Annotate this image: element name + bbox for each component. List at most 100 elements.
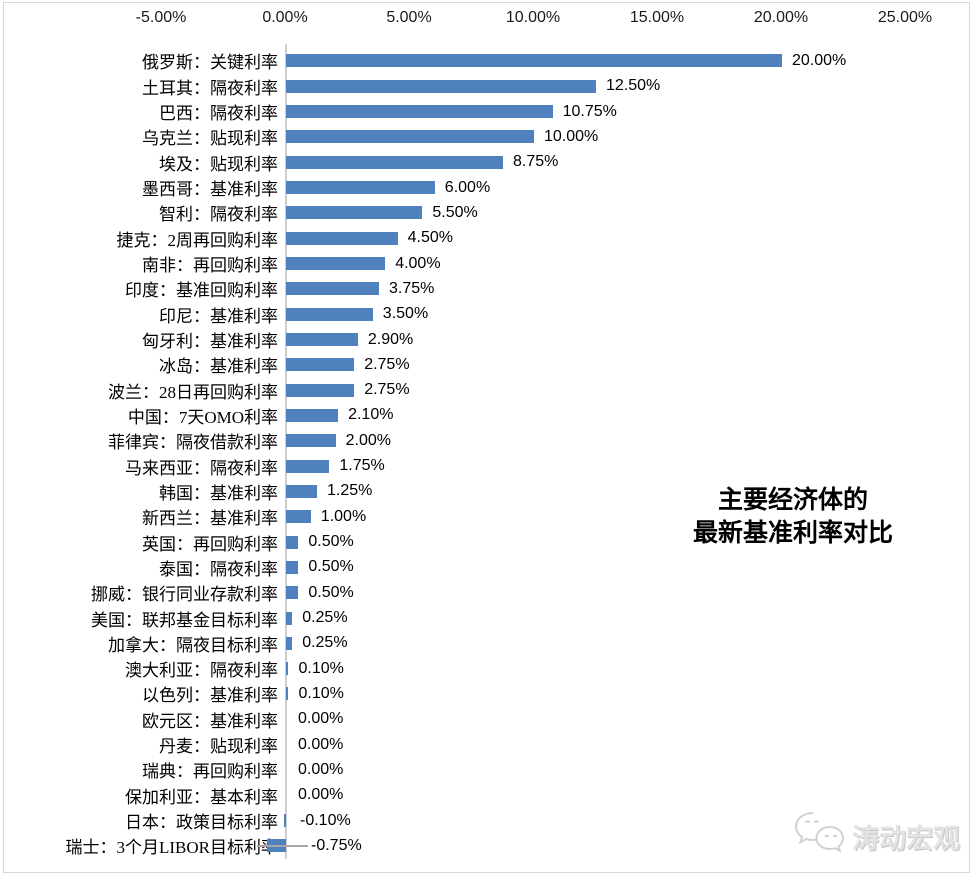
category-label: 瑞士：3个月LIBOR目标利率	[65, 838, 279, 858]
bar-row: 美国：联邦基金目标利率 0.25%	[0, 605, 975, 630]
bar-row: 巴西：隔夜利率 10.75%	[0, 99, 975, 124]
category-label: 挪威：银行同业存款利率	[91, 585, 278, 605]
watermark-text: 涛动宏观	[852, 824, 960, 854]
bar-row: 南非：再回购利率 4.00%	[0, 251, 975, 276]
bar-row: 瑞典：再回购利率 0.00%	[0, 757, 975, 782]
bar-row: 中国：7天OMO利率 2.10%	[0, 403, 975, 428]
rate-bar	[286, 687, 289, 701]
value-label: 0.25%	[302, 609, 348, 627]
category-label: 马来西亚：隔夜利率	[125, 458, 278, 478]
rate-bar	[286, 282, 379, 296]
x-axis-tick: 25.00%	[877, 9, 933, 26]
bar-row: 韩国：基准利率 1.25%	[0, 479, 975, 504]
bar-row: 保加利亚：基本利率 0.00%	[0, 783, 975, 808]
category-label: 埃及：贴现利率	[159, 154, 278, 174]
value-label: 1.00%	[320, 507, 367, 525]
value-label: 0.00%	[298, 710, 344, 728]
category-label: 墨西哥：基准利率	[142, 180, 278, 200]
rate-bar	[286, 130, 534, 144]
rate-bar	[286, 535, 299, 549]
value-label: 1.25%	[327, 482, 373, 500]
rate-bar	[286, 560, 299, 574]
bar-row: 欧元区：基准利率 0.00%	[0, 707, 975, 732]
rate-bar	[286, 586, 299, 600]
value-label: 0.00%	[298, 735, 344, 753]
bar-row: 印度：基准回购利率 3.75%	[0, 276, 975, 301]
rate-bar	[286, 155, 503, 169]
value-label: 2.75%	[364, 355, 410, 373]
value-label: 0.10%	[298, 659, 344, 677]
rate-bar	[286, 358, 355, 372]
category-label: 澳大利亚：隔夜利率	[125, 661, 278, 681]
value-label: 10.00%	[544, 127, 599, 145]
label-leader-line	[257, 844, 308, 847]
bar-row: 智利：隔夜利率 5.50%	[0, 200, 975, 225]
value-label: 2.10%	[348, 406, 394, 424]
category-label: 印度：基准回购利率	[125, 281, 278, 301]
rate-bar	[286, 662, 289, 676]
x-axis-tick: 10.00%	[505, 9, 561, 26]
bar-row: 土耳其：隔夜利率 12.50%	[0, 74, 975, 99]
bar-row: 印尼：基准利率 3.50%	[0, 302, 975, 327]
category-label: 中国：7天OMO利率	[127, 407, 278, 427]
watermark: 涛动宏观	[793, 810, 960, 863]
bar-row: 泰国：隔夜利率 0.50%	[0, 555, 975, 580]
bar-row: 日本：政策目标利率 -0.10%	[0, 808, 975, 833]
bar-row: 捷克：2周再回购利率 4.50%	[0, 226, 975, 251]
value-label: 20.00%	[792, 51, 847, 69]
value-label: 0.50%	[308, 558, 354, 576]
category-label: 菲律宾：隔夜借款利率	[108, 433, 278, 453]
chart-title-line-2: 最新基准利率对比	[692, 520, 893, 547]
category-label: 智利：隔夜利率	[159, 205, 278, 225]
category-label: 以色列：基准利率	[142, 686, 278, 706]
bar-row: 菲律宾：隔夜借款利率 2.00%	[0, 428, 975, 453]
category-label: 保加利亚：基本利率	[125, 787, 278, 807]
bar-row: 波兰：28日再回购利率 2.75%	[0, 378, 975, 403]
category-label: 土耳其：隔夜利率	[142, 78, 278, 98]
value-label: 0.25%	[302, 634, 348, 652]
category-label: 巴西：隔夜利率	[159, 104, 278, 124]
category-label: 南非：再回购利率	[142, 256, 278, 276]
category-label: 日本：政策目标利率	[125, 813, 278, 833]
value-label: 2.75%	[364, 381, 410, 399]
bar-row: 挪威：银行同业存款利率 0.50%	[0, 580, 975, 605]
bar-row: 冰岛：基准利率 2.75%	[0, 352, 975, 377]
bar-row: 加拿大：隔夜目标利率 0.25%	[0, 631, 975, 656]
category-label: 欧元区：基准利率	[142, 711, 278, 731]
x-axis-tick: 15.00%	[629, 9, 685, 26]
value-label: 0.10%	[298, 684, 344, 702]
rate-bar	[286, 459, 330, 473]
bar-row: 英国：再回购利率 0.50%	[0, 529, 975, 554]
value-label: 1.75%	[339, 457, 385, 475]
category-label: 加拿大：隔夜目标利率	[108, 635, 278, 655]
bar-row: 丹麦：贴现利率 0.00%	[0, 732, 975, 757]
value-label: 0.50%	[308, 533, 354, 551]
rate-bar	[286, 181, 435, 195]
category-label: 丹麦：贴现利率	[159, 737, 278, 757]
rate-bar	[286, 231, 398, 245]
bar-row: 澳大利亚：隔夜利率 0.10%	[0, 656, 975, 681]
rate-bar	[286, 307, 373, 321]
rate-bar	[286, 434, 336, 448]
value-label: 8.75%	[513, 153, 559, 171]
category-label: 泰国：隔夜利率	[159, 559, 278, 579]
rate-bar	[286, 484, 317, 498]
rate-bar	[286, 408, 339, 422]
value-label: 4.50%	[407, 229, 453, 247]
value-label: 4.00%	[395, 254, 441, 272]
category-label: 印尼：基准利率	[159, 306, 278, 326]
chart-title: 主要经济体的 最新基准利率对比	[633, 484, 953, 550]
bar-row: 以色列：基准利率 0.10%	[0, 681, 975, 706]
category-label: 冰岛：基准利率	[159, 357, 278, 377]
rate-bar	[286, 636, 293, 650]
category-label: 乌克兰：贴现利率	[142, 129, 278, 149]
wechat-icon	[793, 810, 845, 863]
value-label: 10.75%	[562, 102, 617, 120]
category-label: 新西兰：基准利率	[142, 509, 278, 529]
bar-row: 墨西哥：基准利率 6.00%	[0, 175, 975, 200]
value-label: 0.50%	[308, 583, 354, 601]
value-label: 0.00%	[298, 760, 344, 778]
bar-row: 新西兰：基准利率 1.00%	[0, 504, 975, 529]
category-label: 俄罗斯：关键利率	[142, 53, 278, 73]
